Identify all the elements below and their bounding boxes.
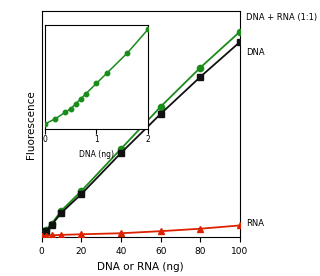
Text: RNA: RNA (246, 219, 264, 228)
Text: DNA: DNA (246, 48, 265, 57)
X-axis label: DNA or RNA (ng): DNA or RNA (ng) (98, 262, 184, 272)
Y-axis label: Fluorescence: Fluorescence (26, 90, 36, 159)
X-axis label: DNA (ng): DNA (ng) (79, 150, 114, 158)
Text: DNA + RNA (1:1): DNA + RNA (1:1) (246, 13, 317, 22)
